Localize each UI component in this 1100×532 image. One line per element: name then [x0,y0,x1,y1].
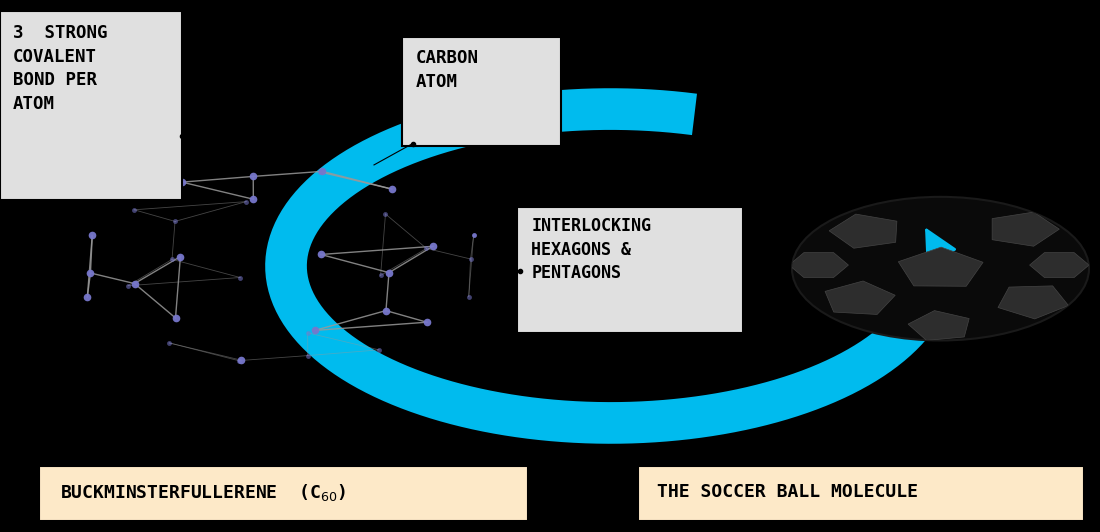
Text: THE SOCCER BALL MOLECULE: THE SOCCER BALL MOLECULE [657,483,917,501]
Polygon shape [829,214,896,248]
Polygon shape [998,286,1068,319]
Polygon shape [825,281,895,314]
FancyBboxPatch shape [39,466,528,521]
Circle shape [792,197,1089,340]
Text: BUCKMINSTERFULLERENE  (C$_{60}$): BUCKMINSTERFULLERENE (C$_{60}$) [60,481,346,503]
Text: INTERLOCKING
HEXAGONS &
PENTAGONS: INTERLOCKING HEXAGONS & PENTAGONS [531,217,651,282]
FancyBboxPatch shape [517,207,743,332]
Polygon shape [899,247,983,286]
Polygon shape [992,212,1059,246]
FancyBboxPatch shape [402,37,561,146]
Polygon shape [1030,253,1089,278]
Text: 3  STRONG
COVALENT
BOND PER
ATOM: 3 STRONG COVALENT BOND PER ATOM [13,24,108,113]
FancyBboxPatch shape [0,11,182,200]
Polygon shape [909,311,969,340]
Polygon shape [789,253,848,278]
Text: CARBON
ATOM: CARBON ATOM [416,49,478,90]
FancyBboxPatch shape [638,466,1084,521]
